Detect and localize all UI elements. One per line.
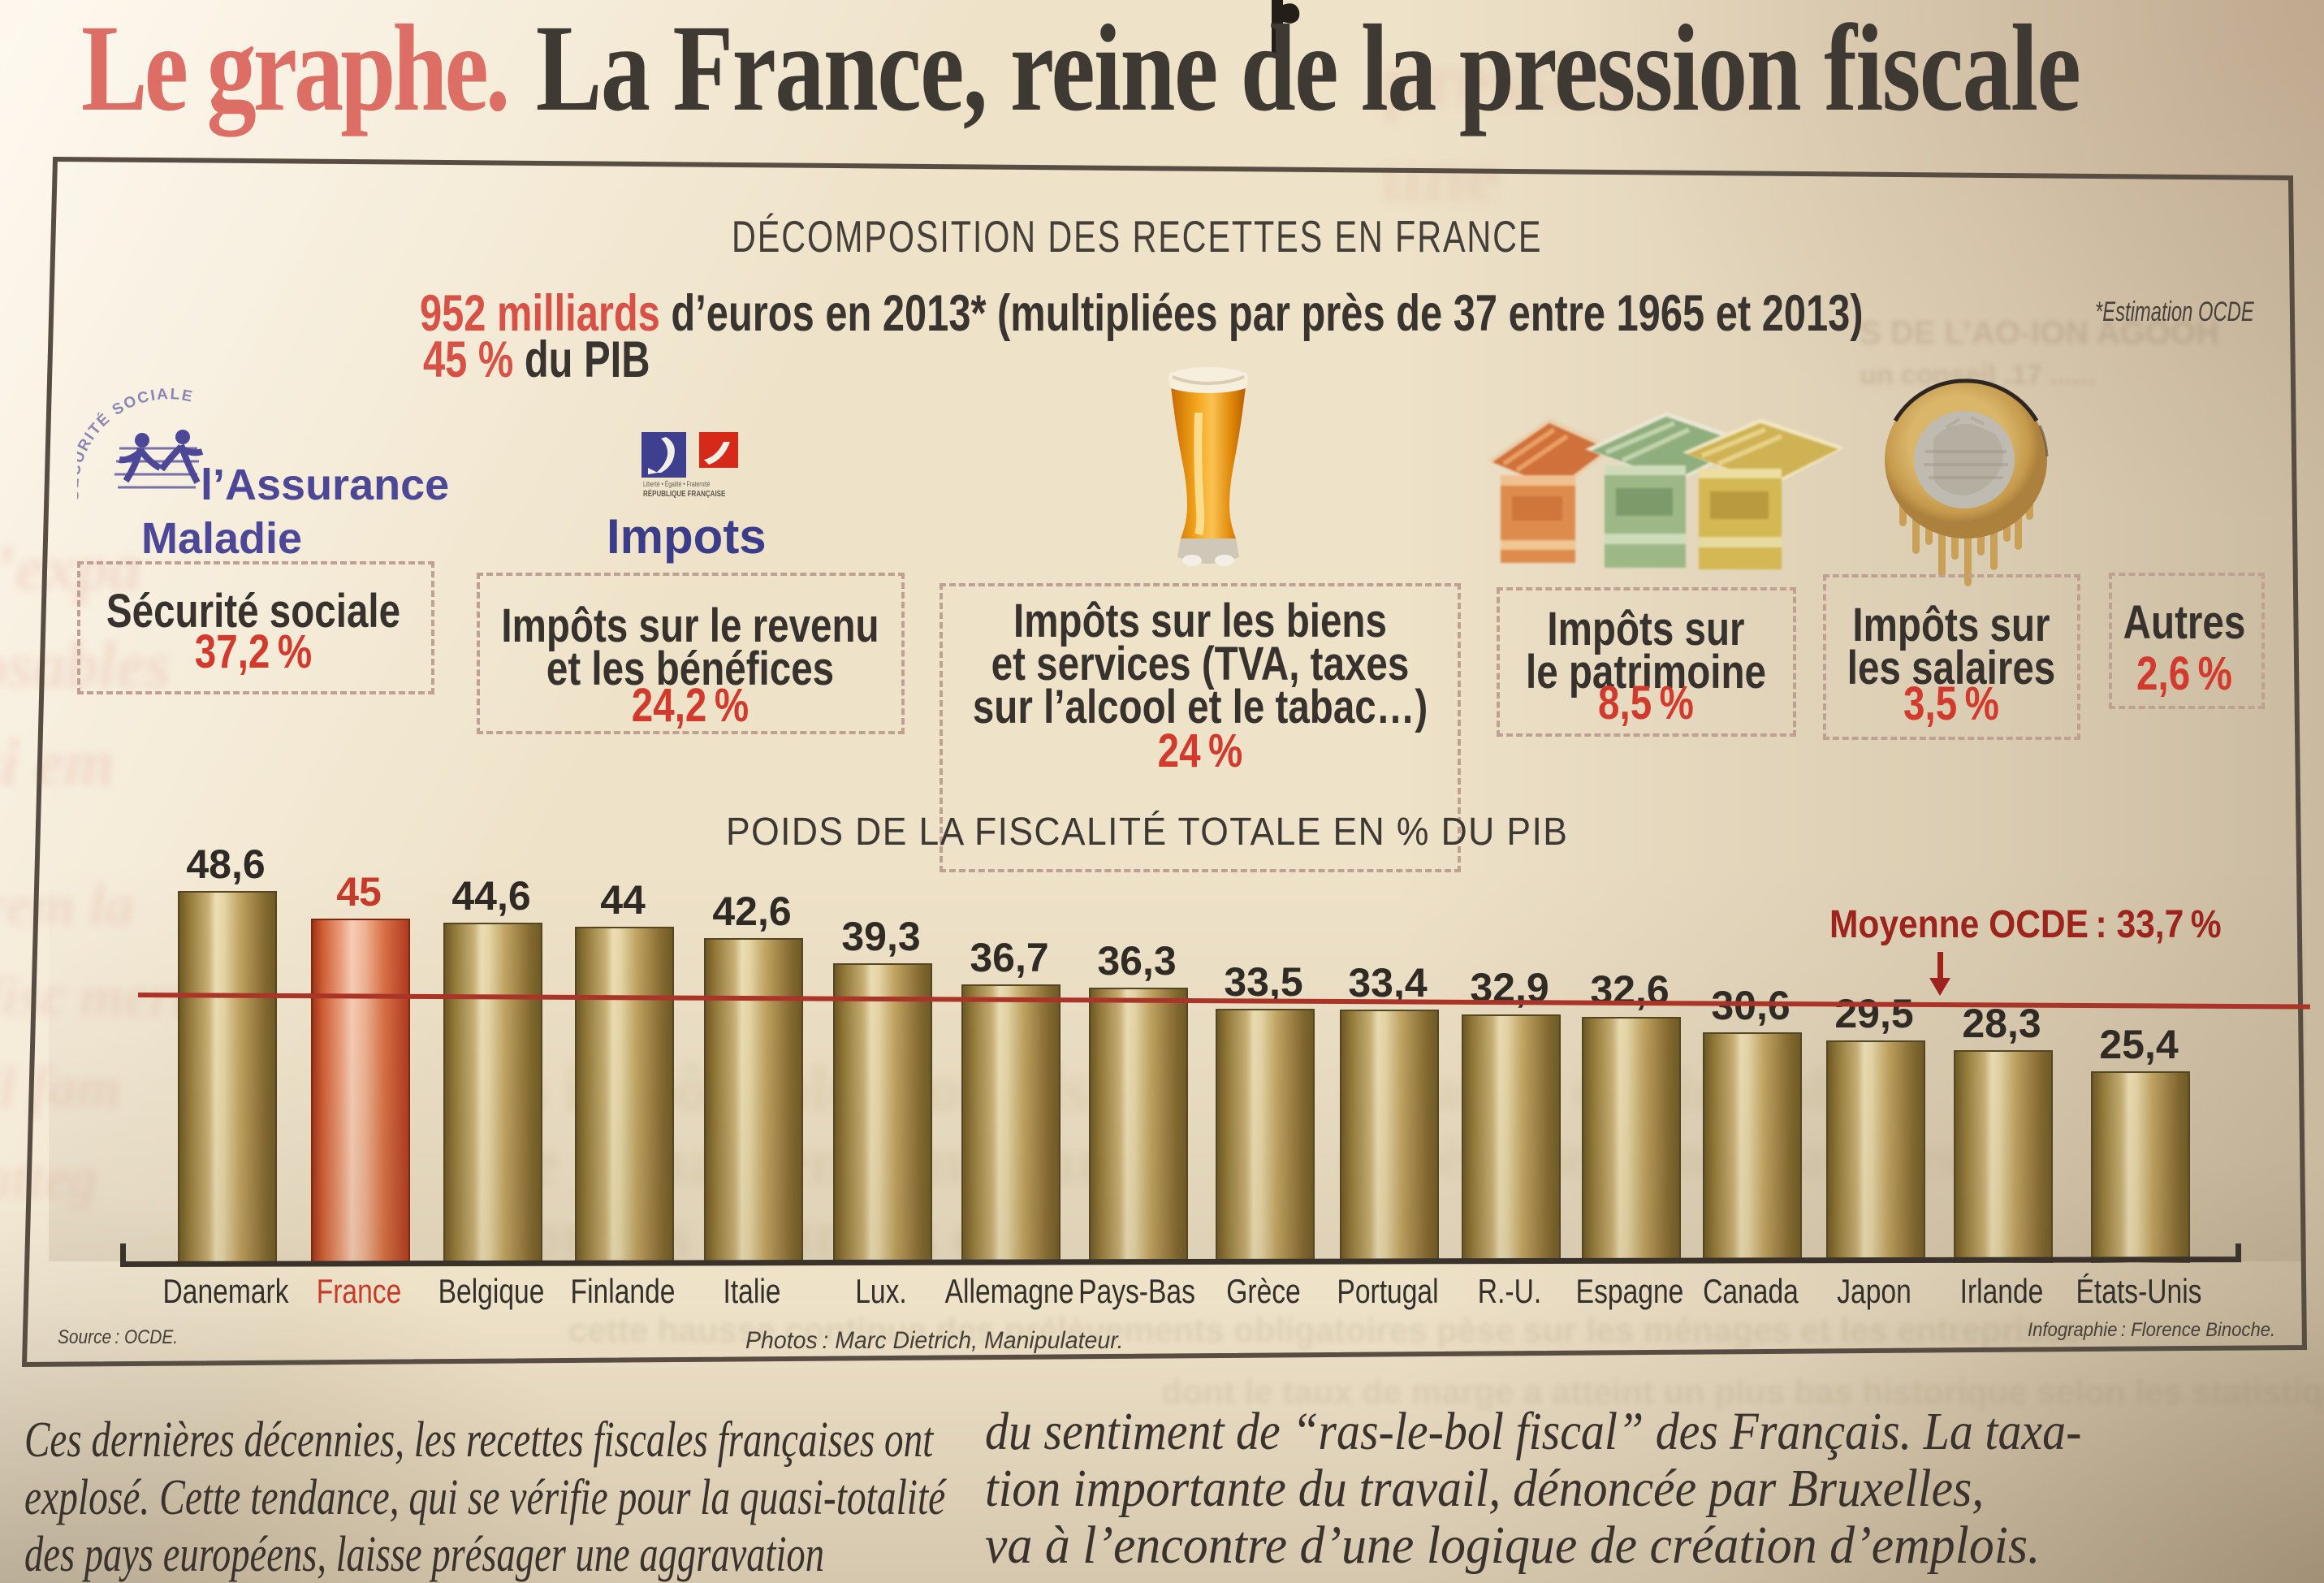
svg-text:SÉCURITÉ SOCIALE: SÉCURITÉ SOCIALE bbox=[77, 388, 195, 501]
